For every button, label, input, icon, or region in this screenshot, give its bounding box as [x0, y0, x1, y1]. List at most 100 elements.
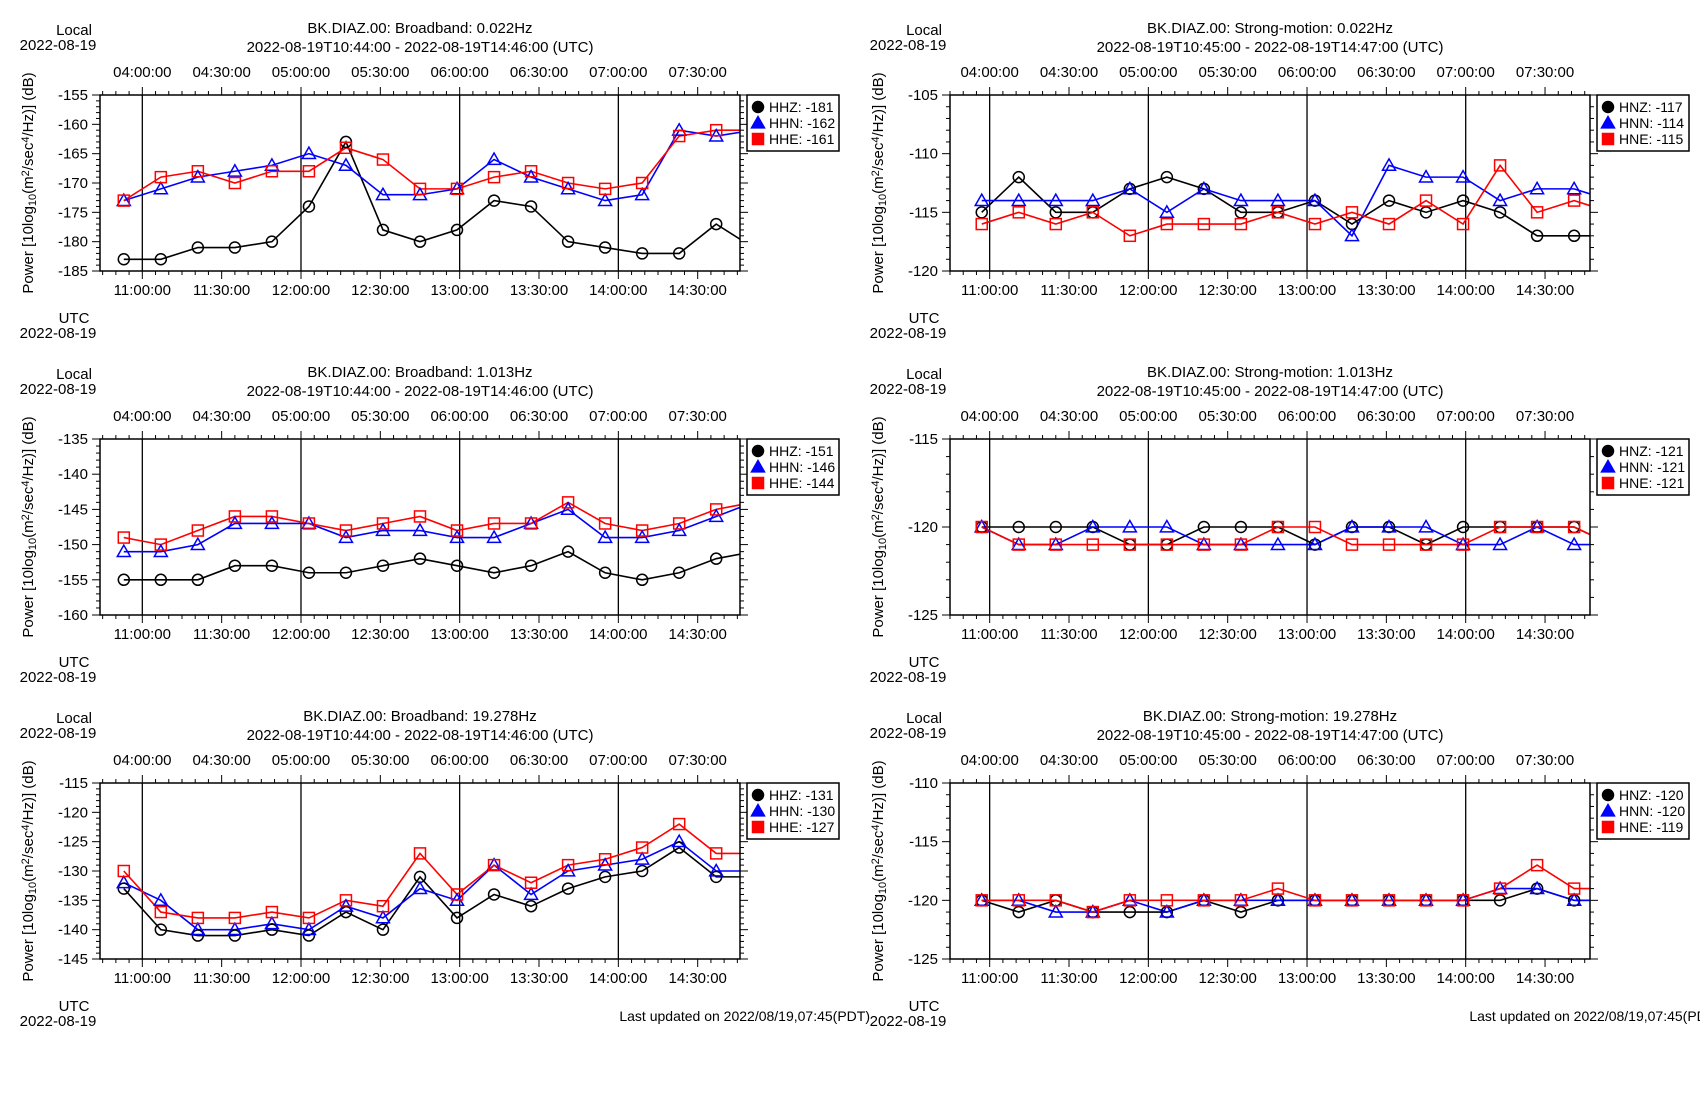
x-tick-label-local: 05:00:00: [1119, 752, 1177, 769]
data-point-HNE: [1160, 217, 1174, 231]
data-point-HHZ: [413, 235, 427, 248]
x-tick-label-local: 04:30:00: [1040, 64, 1098, 81]
data-point-HNE: [1345, 538, 1359, 551]
local-label: Local: [56, 366, 92, 383]
y-tick-label: -110: [909, 775, 938, 792]
legend-label-HNN: HNN: -120: [1619, 803, 1685, 819]
data-point-HHZ: [524, 899, 538, 913]
data-point-HHN: [375, 186, 391, 201]
y-axis-label-part: Power [10log: [870, 550, 887, 638]
y-axis-label-part: 10: [27, 194, 39, 206]
data-point-HHE: [376, 153, 390, 166]
data-point-HHN: [375, 909, 391, 924]
data-point-HHE: [524, 517, 538, 530]
data-point-HHE: [339, 524, 353, 537]
legend-marker-HNZ: [1601, 788, 1615, 802]
x-tick-label-utc: 12:00:00: [272, 970, 330, 987]
legend-marker-HNE: [1601, 132, 1615, 146]
data-point-HNE: [1456, 894, 1470, 907]
data-point-HNE: [1271, 206, 1285, 219]
x-tick-label-local: 06:30:00: [1357, 408, 1415, 425]
data-point-HNE: [1012, 894, 1026, 907]
data-point-HHN: [227, 921, 243, 936]
chart-subtitle: 2022-08-19T10:44:00 - 2022-08-19T14:46:0…: [247, 727, 594, 744]
data-point-HNZ: [1382, 194, 1396, 207]
data-point-HHZ: [376, 923, 390, 936]
legend-marker-HNE: [1601, 820, 1615, 834]
data-point-HHZ: [154, 923, 168, 936]
x-tick-label-local: 04:00:00: [113, 752, 171, 769]
x-tick-label-local: 04:00:00: [960, 752, 1018, 769]
series-group: [973, 157, 1590, 243]
data-point-HHE: [487, 170, 501, 184]
data-point-HHZ: [487, 888, 501, 901]
local-date-label: 2022-08-19: [870, 725, 947, 742]
series-line-HHZ: [123, 550, 740, 581]
y-axis-label-part: 2: [20, 858, 32, 864]
x-tick-label-utc: 13:00:00: [430, 282, 488, 299]
y-axis-label-part: (m: [20, 520, 37, 538]
data-point-HHZ: [672, 566, 686, 580]
data-point-HHZ: [228, 241, 242, 254]
data-point-HNN: [1159, 518, 1175, 533]
data-point-HHE: [302, 165, 316, 178]
data-point-HHN: [227, 163, 243, 177]
y-axis-label-part: 10: [877, 882, 889, 894]
plot-frame: [99, 782, 741, 960]
y-tick-label: -110: [909, 146, 938, 163]
data-point-HNE: [1123, 538, 1137, 551]
data-point-HHZ: [524, 200, 538, 213]
data-point-HNE: [1419, 538, 1433, 551]
y-tick-label: -150: [58, 537, 88, 554]
data-point-HNZ: [1456, 194, 1470, 207]
x-tick-label-utc: 14:00:00: [589, 970, 647, 987]
y-axis-label-part: 4: [870, 481, 882, 487]
y-axis-label-part: 10: [27, 882, 39, 894]
data-point-HNZ: [1606, 895, 1617, 906]
x-tick-label-local: 04:00:00: [960, 408, 1018, 425]
data-point-HHN: [412, 522, 428, 537]
data-point-HNE: [1382, 538, 1396, 551]
x-tick-label-utc: 14:30:00: [1516, 282, 1574, 299]
x-tick-label-local: 05:30:00: [351, 408, 409, 425]
data-point-HNE: [1049, 894, 1063, 907]
data-point-HHZ: [265, 559, 279, 572]
data-point-HNE: [1049, 217, 1063, 231]
data-point-HNE: [1419, 894, 1433, 907]
data-point-HHN: [116, 543, 132, 558]
x-tick-label-local: 07:00:00: [589, 752, 647, 769]
y-axis-label-part: /sec: [870, 486, 887, 514]
data-point-HHE: [709, 847, 723, 860]
local-label: Local: [56, 710, 92, 727]
last-updated-text: Last updated on 2022/08/19,07:45(PDT): [1469, 1008, 1700, 1024]
chart-title: BK.DIAZ.00: Strong-motion: 0.022Hz: [1147, 20, 1393, 37]
legend-label-HHE: HHE: -144: [769, 475, 835, 491]
y-axis-label-part: Power [10log: [870, 206, 887, 294]
data-point-HNZ: [1493, 206, 1507, 219]
x-tick-label-utc: 12:00:00: [1119, 282, 1177, 299]
data-point-HNE: [1345, 894, 1359, 907]
data-point-HNE: [1308, 520, 1322, 534]
data-point-HHE: [598, 517, 612, 530]
data-point-HNN: [1307, 536, 1323, 551]
legend-label-HNE: HNE: -115: [1619, 131, 1684, 147]
data-point-HHE: [117, 864, 131, 878]
y-axis-label-part: /sec: [870, 830, 887, 858]
utc-label: UTC: [909, 998, 940, 1015]
data-point-HHZ: [748, 546, 759, 557]
x-tick-label-utc: 14:30:00: [668, 282, 726, 299]
legend-label-HNZ: HNZ: -120: [1619, 787, 1684, 803]
x-tick-label-local: 07:00:00: [1437, 64, 1495, 81]
chart-title: BK.DIAZ.00: Strong-motion: 19.278Hz: [1143, 708, 1397, 725]
data-point-HNE: [1530, 858, 1544, 872]
y-axis-label-part: 2: [870, 858, 882, 864]
chart-panel-2: BK.DIAZ.00: Strong-motion: 0.022Hz 2022-0…: [870, 20, 1690, 342]
legend-marker-HNN: [1600, 802, 1616, 817]
data-point-HNE: [1234, 538, 1248, 551]
data-point-HNE: [1456, 538, 1470, 551]
y-axis-label-part: 4: [870, 825, 882, 831]
data-point-HNE: [1567, 194, 1581, 207]
data-point-HHZ: [598, 241, 612, 254]
data-point-HNE: [1567, 882, 1581, 895]
